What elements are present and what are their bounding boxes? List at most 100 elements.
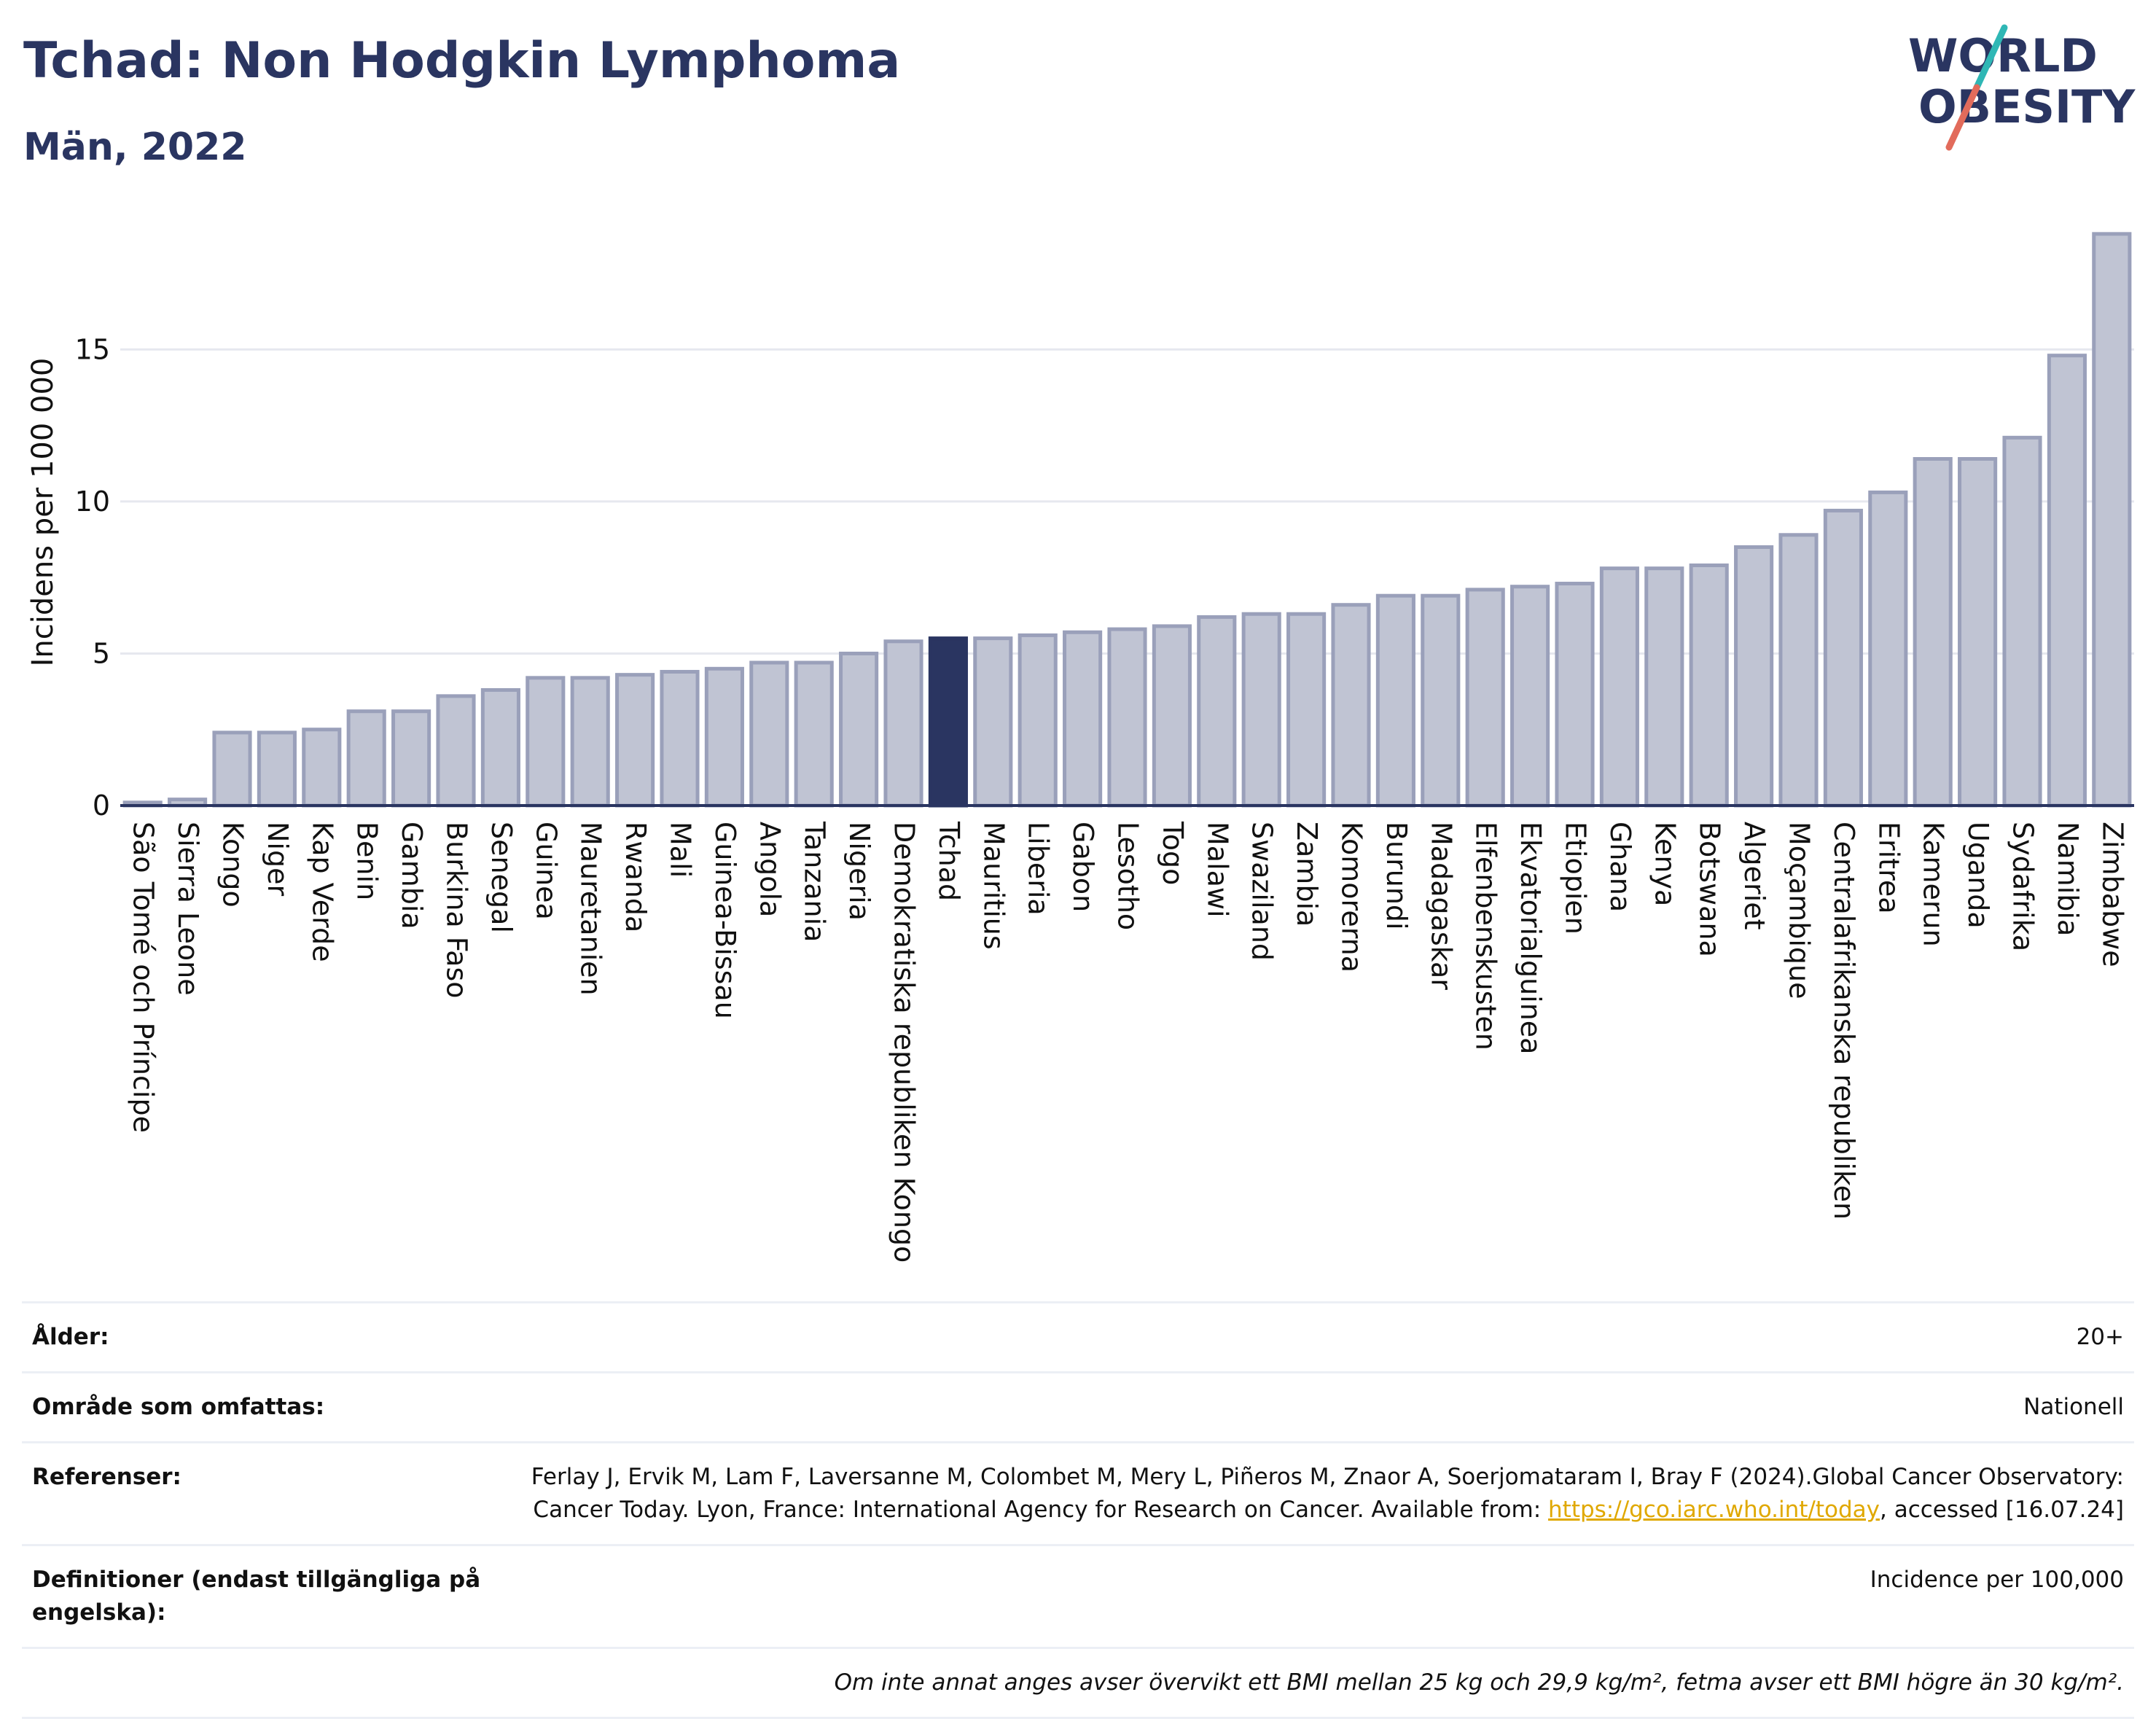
bar [1599, 566, 1639, 808]
bar [480, 688, 520, 808]
logo-text-obesity: OBESITY [1918, 80, 2136, 133]
info-row-note: Om inte annat anges avser övervikt ett B… [22, 1646, 2134, 1719]
x-tick-label: Tchad [933, 821, 965, 901]
bar [2092, 232, 2132, 808]
bar [749, 660, 789, 808]
references-accessed: , accessed [16.07.24] [1879, 1496, 2124, 1523]
references-value: Ferlay J, Ervik M, Lam F, Laversanne M, … [494, 1440, 2134, 1545]
x-tick-label: Guinea [530, 822, 562, 920]
bar-chart: 0 5 10 15 Incidens per 100 000 São Tomé och P… [26, 232, 2134, 1263]
x-tick-label: Swaziland [1246, 822, 1278, 961]
x-tick-label: Mauritius [977, 822, 1009, 950]
x-tick-label: Niger [262, 822, 294, 896]
x-tick-label: Zambia [1291, 822, 1323, 927]
definitions-label: Definitioner (endast tillgängliga på eng… [22, 1543, 494, 1648]
area-label: Område som omfattas: [22, 1371, 494, 1443]
info-row-area: Område som omfattas: Nationell [22, 1371, 2134, 1443]
x-tick-label: Togo [1157, 821, 1189, 885]
bar [346, 709, 386, 808]
y-axis-title: Incidens per 100 000 [26, 358, 60, 667]
x-tick-label: Etiopien [1560, 822, 1592, 935]
y-tick-label: 0 [93, 789, 110, 822]
bar [1018, 633, 1058, 808]
info-table: Ålder: 20+ Område som omfattas: Nationel… [22, 1301, 2134, 1719]
bar [1958, 457, 1998, 808]
bar [1823, 508, 1863, 808]
bar [973, 636, 1013, 808]
bar [1510, 585, 1550, 808]
references-label: Referenser: [22, 1440, 494, 1545]
x-tick-label: Kap Verde [306, 822, 338, 962]
x-tick-label: Zimbabwe [2096, 822, 2128, 967]
bar [1734, 545, 1774, 808]
x-tick-label: Sierra Leone [172, 822, 204, 996]
x-tick-label: Centralafrikanska republiken [1828, 822, 1860, 1220]
bar [1241, 612, 1281, 808]
bar [570, 676, 610, 808]
x-tick-label: Namibia [2052, 822, 2084, 936]
x-tick-label: Uganda [1962, 822, 1994, 929]
info-row-age: Ålder: 20+ [22, 1301, 2134, 1373]
area-value: Nationell [494, 1371, 2134, 1443]
x-tick-label: Angola [754, 822, 786, 917]
x-tick-label: Benin [351, 822, 383, 900]
x-tick-label: Kongo [217, 822, 249, 908]
age-label: Ålder: [22, 1301, 494, 1373]
bar [1421, 593, 1461, 808]
y-tick-label: 5 [93, 637, 110, 669]
x-tick-label: Mauretanien [575, 822, 607, 996]
bar [839, 651, 879, 808]
x-tick-label: Botswana [1694, 822, 1726, 957]
x-tick-label: Burkina Faso [441, 822, 473, 999]
bar [526, 676, 566, 808]
info-row-references: Referenser: Ferlay J, Ervik M, Lam F, La… [22, 1440, 2134, 1545]
bar [1375, 593, 1415, 808]
bar [1331, 603, 1371, 808]
x-tick-label: Kamerun [1918, 822, 1950, 947]
note-spacer [22, 1646, 494, 1719]
page-title: Tchad: Non Hodgkin Lymphoma [23, 32, 901, 90]
x-tick-label: Algeriet [1738, 822, 1770, 930]
bar [1913, 457, 1953, 808]
x-tick-label: Tanzania [799, 821, 831, 942]
bar [1286, 612, 1327, 808]
world-obesity-logo: WORLD OBESITY [1908, 24, 2136, 151]
bar [794, 660, 834, 808]
bar-highlight [928, 636, 968, 808]
references-text: Ferlay J, Ervik M, Lam F, Laversanne M, … [531, 1463, 2124, 1523]
x-tick-label: Demokratiska republiken Kongo [888, 822, 921, 1263]
logo-slash-top [1973, 24, 2008, 91]
bar [212, 730, 252, 808]
x-tick-label: Ekvatorialguinea [1515, 822, 1547, 1054]
age-value: 20+ [494, 1301, 2134, 1373]
y-tick-label: 10 [75, 486, 110, 518]
bar [1868, 490, 1908, 808]
x-tick-label: Ghana [1604, 822, 1636, 912]
bar [391, 709, 431, 808]
x-tick-label: Lesotho [1112, 822, 1144, 930]
x-tick-label: Nigeria [843, 822, 875, 921]
x-tick-label: Liberia [1023, 822, 1055, 916]
x-tick-label: Gambia [396, 822, 428, 929]
x-tick-label: Komorerna [1336, 822, 1368, 972]
bar [2002, 435, 2042, 808]
bar [1555, 582, 1595, 808]
x-tick-label: Senegal [485, 822, 517, 933]
x-tick-label: Eritrea [1872, 822, 1905, 914]
x-tick-label: Mali [665, 822, 697, 878]
bar [1197, 615, 1237, 808]
bar [436, 694, 476, 808]
references-link[interactable]: https://gco.iarc.who.int/today [1548, 1496, 1880, 1523]
x-tick-label: Elfenbenskusten [1470, 822, 1502, 1050]
x-tick-label: Malawi [1201, 822, 1233, 918]
bar [615, 673, 655, 808]
bar [1644, 566, 1684, 808]
x-tick-label: Rwanda [620, 822, 652, 932]
x-tick-label: Moçambique [1784, 822, 1816, 999]
logo-slash-bottom [1945, 84, 1980, 151]
obesity-note: Om inte annat anges avser övervikt ett B… [494, 1646, 2134, 1719]
bar [257, 730, 297, 808]
x-tick-label: Sydafrika [2007, 822, 2039, 951]
x-tick-label: Burundi [1380, 822, 1413, 930]
bar [302, 728, 342, 808]
